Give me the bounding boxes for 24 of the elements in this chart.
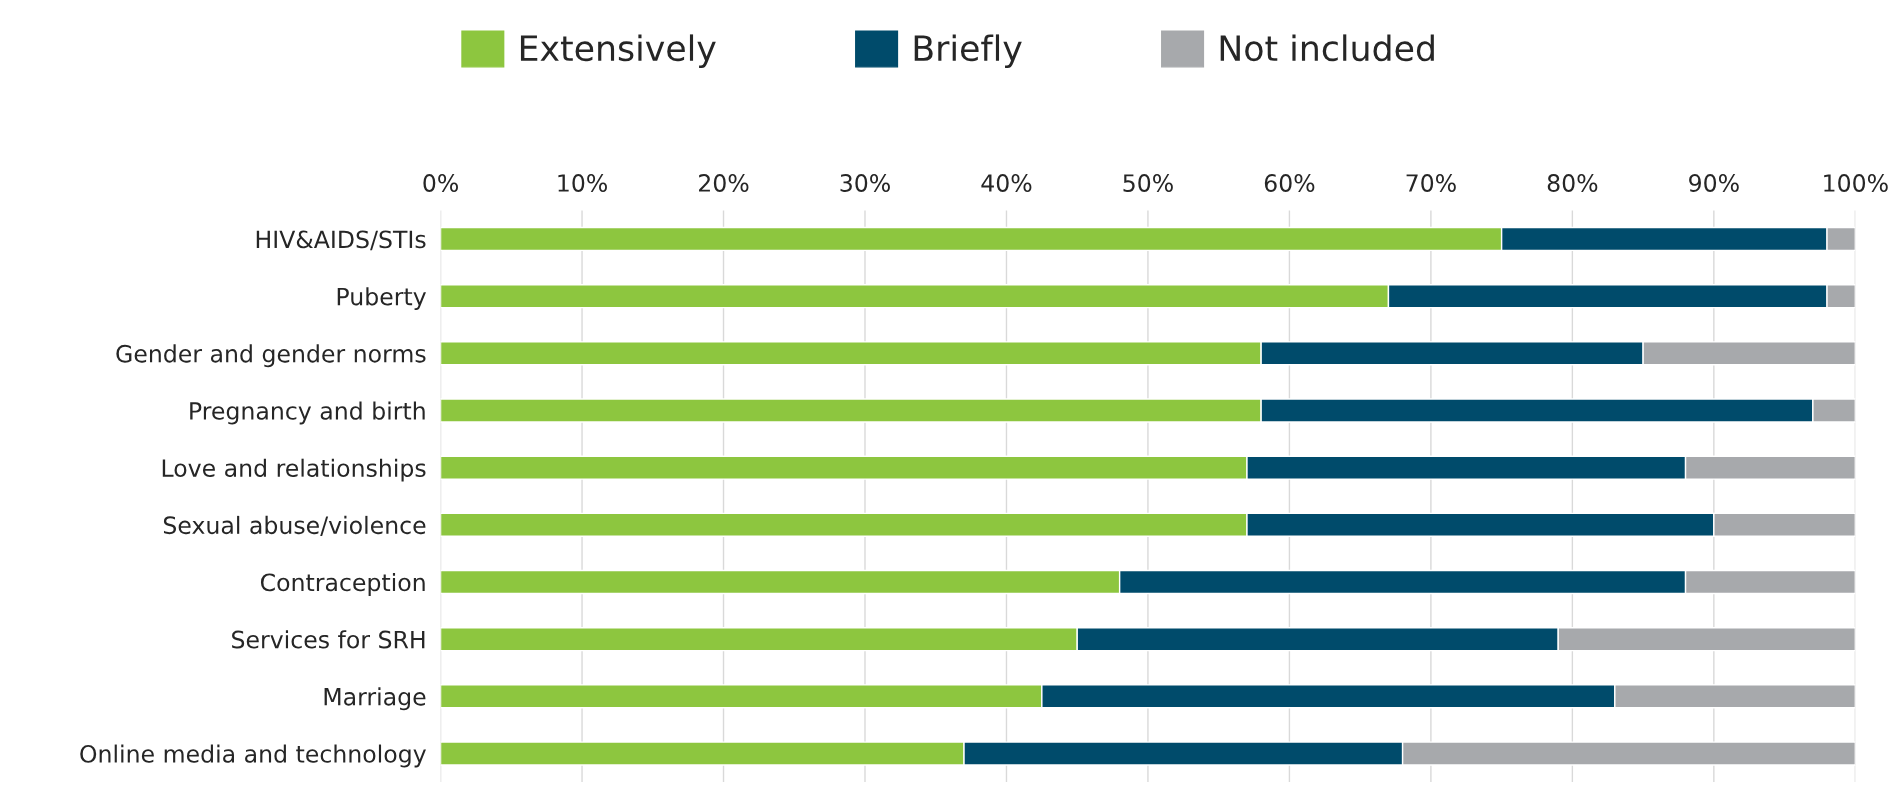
x-tick-label: 90% xyxy=(1689,174,1739,192)
y-tick-label: Gender and gender norms xyxy=(116,344,426,368)
x-tick-label: 50% xyxy=(1123,174,1173,192)
x-tick-label: 70% xyxy=(1406,174,1456,192)
y-tick-label: Sexual abuse/violence xyxy=(163,515,426,536)
x-tick-label: 100% xyxy=(1824,174,1888,192)
y-tick-label: Online media and technology xyxy=(80,744,426,768)
x-tick-label: 10% xyxy=(558,174,607,192)
legend-label: Briefly xyxy=(914,34,1022,68)
x-tick-label: 30% xyxy=(840,174,890,192)
y-tick-label: Puberty xyxy=(337,287,426,311)
legend-label: Extensively xyxy=(520,34,716,68)
y-tick-label: HIV&AIDS/STIs xyxy=(256,230,426,251)
x-tick-label: 20% xyxy=(699,174,749,192)
x-tick-label: 80% xyxy=(1547,174,1598,192)
x-tick-label: 40% xyxy=(981,174,1032,192)
x-tick-label: 0% xyxy=(423,174,458,192)
y-tick-label: Pregnancy and birth xyxy=(190,401,425,425)
x-tick-label: 60% xyxy=(1264,174,1315,192)
y-tick-label: Services for SRH xyxy=(232,630,425,649)
y-tick-label: Love and relationships xyxy=(162,458,426,482)
y-tick-label: Contraception xyxy=(260,573,425,596)
legend-label: Not included xyxy=(1220,34,1434,62)
y-tick-label: Marriage xyxy=(324,687,426,711)
